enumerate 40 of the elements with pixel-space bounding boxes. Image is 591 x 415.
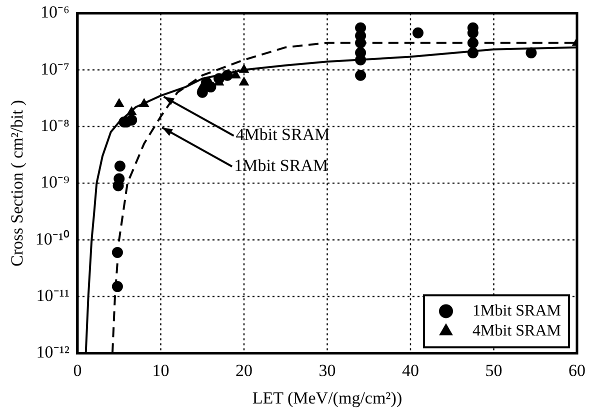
point — [230, 70, 241, 78]
x-tick-label: 0 — [73, 360, 82, 380]
point — [222, 70, 233, 81]
point — [112, 281, 123, 292]
y-tick-label: 10⁻⁸ — [40, 116, 70, 135]
y-tick-label: 10⁻¹¹ — [36, 286, 70, 305]
point — [355, 22, 366, 34]
y-tick-label: 10⁻⁶ — [40, 2, 70, 22]
annotation: 1Mbit SRAM — [234, 156, 328, 175]
point — [467, 47, 478, 58]
point — [114, 173, 125, 184]
x-tick-label: 60 — [568, 360, 586, 380]
point — [239, 64, 249, 73]
y-tick-label: 10⁻⁷ — [40, 59, 70, 78]
point — [467, 37, 478, 48]
x-tick-label: 30 — [318, 360, 336, 380]
y-tick-label: 10⁻¹² — [36, 342, 70, 362]
x-tick-label: 50 — [485, 360, 502, 380]
point — [214, 73, 225, 84]
point — [114, 98, 124, 107]
point — [412, 27, 424, 38]
x-tick-label: 10 — [152, 360, 170, 380]
point — [205, 81, 216, 92]
x-tick-label: 40 — [402, 360, 419, 380]
point — [112, 246, 123, 258]
point — [239, 76, 249, 86]
annotation: 4Mbit SRAM — [236, 125, 330, 144]
legend-label: 1Mbit SRAM — [472, 302, 561, 320]
legend-label: 4Mbit SRAM — [472, 322, 561, 340]
point — [126, 106, 136, 116]
x-axis-title: LET (MeV/(mg/cm²)) — [252, 388, 402, 408]
point — [526, 47, 537, 58]
point — [355, 70, 366, 81]
point — [139, 98, 149, 107]
point — [114, 160, 126, 172]
y-tick-label: 10⁻¹⁰ — [35, 229, 70, 248]
y-tick-label: 10⁻⁹ — [40, 172, 70, 192]
point — [126, 114, 138, 126]
y-axis-title: Cross Section ( cm²/bit ) — [8, 100, 27, 266]
x-tick-label: 20 — [236, 360, 252, 380]
